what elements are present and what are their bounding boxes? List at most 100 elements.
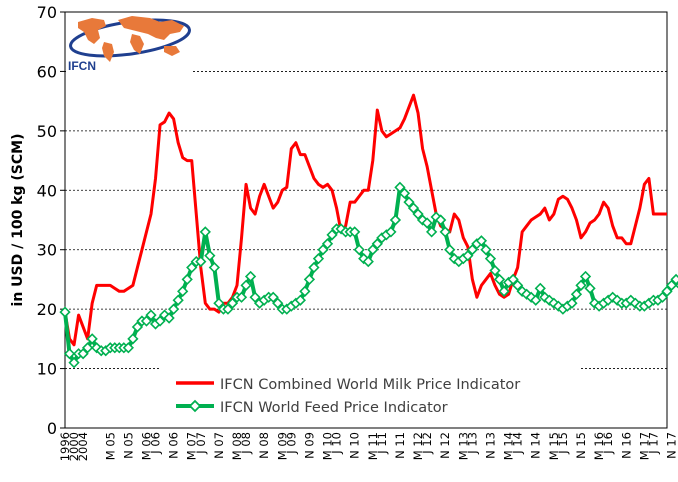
x-tick-label: N 13	[483, 432, 497, 459]
feed-point	[299, 285, 311, 297]
feed-point	[127, 333, 139, 345]
y-tick-label: 50	[37, 122, 57, 141]
x-tick-label: J 15	[556, 432, 570, 455]
feed-point	[416, 214, 429, 226]
feed-point	[168, 303, 180, 315]
world-map-icon	[78, 16, 184, 62]
feed-point	[213, 297, 225, 309]
feed-point	[570, 288, 583, 300]
feed-point	[204, 250, 216, 262]
x-tick-label: N 17	[665, 432, 678, 459]
feed-point	[122, 342, 134, 354]
feed-point	[317, 244, 329, 256]
x-tick-label: M 07	[185, 432, 199, 460]
x-tick-label: J 08	[239, 432, 253, 455]
feed-point	[584, 282, 596, 294]
feed-point	[86, 333, 98, 345]
y-tick-label: 60	[37, 62, 57, 81]
feed-point	[611, 294, 623, 306]
feed-point	[177, 285, 189, 297]
feed-point	[272, 297, 284, 309]
feed-point	[367, 244, 379, 256]
feed-point	[172, 294, 184, 306]
feed-point	[512, 279, 524, 292]
y-tick-label: 0	[47, 419, 57, 438]
x-tick-label: M 12	[411, 432, 425, 460]
x-tick-label: J 16	[601, 432, 615, 455]
feed-point	[244, 270, 257, 283]
feed-point	[267, 291, 279, 303]
feed-point	[525, 291, 537, 303]
x-tick-label: J 06	[149, 432, 163, 455]
x-tick-label: 2004	[76, 432, 90, 461]
feed-point	[140, 315, 153, 327]
feed-point	[489, 264, 501, 277]
feed-point	[321, 238, 334, 250]
series-lines	[59, 93, 678, 369]
x-tick-label: 2000	[67, 432, 81, 461]
feed-point	[63, 348, 76, 360]
feed-point	[426, 226, 438, 238]
feed-point	[349, 226, 361, 238]
feed-point	[579, 270, 592, 283]
feed-point	[498, 285, 510, 297]
y-tick-label: 70	[37, 3, 57, 22]
feed-point	[222, 303, 234, 315]
x-tick-label: N 11	[393, 432, 407, 459]
feed-point	[588, 297, 601, 309]
x-tick-label: 1996	[58, 432, 72, 461]
y-tick-label: 30	[37, 241, 57, 260]
feed-point	[371, 238, 383, 250]
feed-point	[439, 226, 451, 238]
feed-point	[398, 187, 411, 199]
feed-point	[507, 273, 519, 286]
x-tick-label: M 17	[637, 432, 651, 460]
feed-point	[530, 294, 542, 306]
feed-point	[462, 250, 474, 262]
feed-point	[661, 285, 673, 297]
x-tick-label: N 06	[167, 432, 181, 459]
x-tick-label: J 10	[330, 432, 344, 455]
feed-point	[670, 273, 678, 286]
feed-point	[235, 291, 248, 303]
feed-point	[421, 217, 433, 229]
feed-point	[82, 342, 94, 354]
feed-point	[403, 196, 415, 208]
feed-point	[466, 244, 478, 256]
x-tick-label: N 08	[257, 432, 271, 459]
feed-point	[308, 261, 320, 274]
feed-point	[475, 235, 488, 247]
plot-area	[64, 11, 668, 429]
feed-point	[389, 214, 402, 226]
x-tick-label: N 05	[121, 432, 135, 459]
legend-marker-feed	[188, 399, 202, 413]
feed-point	[59, 306, 71, 318]
y-axis-label: in USD / 100 kg (SCM)	[10, 134, 26, 307]
ifcn-logo: IFCN	[66, 13, 192, 75]
x-tick-label: J 14	[511, 432, 525, 455]
logo-text: IFCN	[68, 59, 96, 73]
x-tick-label: M 09	[275, 432, 289, 460]
feed-point	[158, 309, 171, 321]
legend: IFCN Combined World Milk Price Indicator…	[160, 368, 580, 422]
feed-point	[199, 226, 211, 238]
y-tick-label: 20	[37, 300, 57, 319]
feed-point	[534, 282, 546, 294]
feed-point	[68, 356, 80, 369]
feed-point	[435, 214, 447, 226]
feed-point	[484, 252, 497, 265]
feed-point	[543, 294, 555, 306]
x-tick-label: M 06	[139, 432, 153, 460]
x-tick-label: N 14	[529, 432, 543, 459]
y-axis-ticks: 0 10 20 30 40 50 60 70	[37, 3, 65, 438]
feed-point	[154, 315, 166, 327]
feed-point	[566, 297, 578, 309]
legend-label-feed: IFCN World Feed Price Indicator	[220, 400, 448, 416]
feed-point	[145, 309, 157, 321]
y-tick-label: 40	[37, 181, 57, 200]
feed-point	[412, 208, 424, 220]
x-tick-label: M 13	[456, 432, 470, 460]
feed-point	[575, 279, 587, 292]
legend-label-milk: IFCN Combined World Milk Price Indicator	[220, 377, 520, 393]
